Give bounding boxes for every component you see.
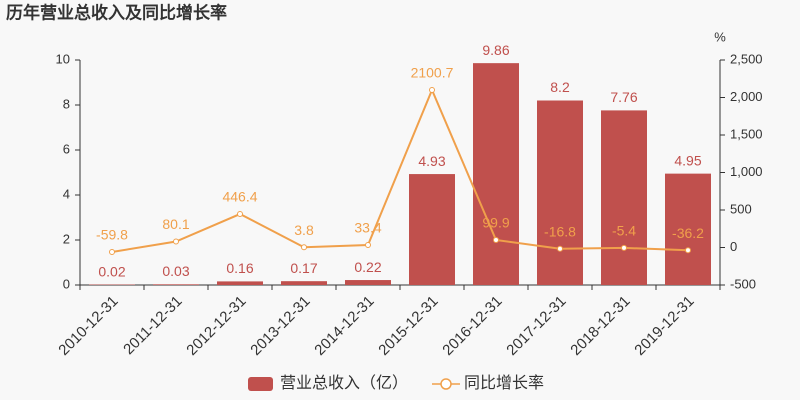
line-point [557,245,563,252]
legend-swatch [248,377,273,391]
y2-tick-label: 2,500 [730,51,763,66]
y-tick-label: 4 [63,186,70,201]
line-point [493,237,499,244]
bar [281,281,327,285]
bar-value-label: 9.86 [482,42,509,58]
legend-label: 同比增长率 [464,374,544,392]
bar-value-label: 0.17 [290,260,317,276]
line-point [685,247,691,254]
line-value-label: 2100.7 [411,65,454,81]
line-point [301,244,307,251]
line-value-label: -5.4 [612,223,636,239]
y2-tick-label: 1,500 [730,126,763,141]
line-value-label: -36.2 [672,225,704,241]
chart-title: 历年营业总收入及同比增长率 [6,2,227,22]
line [111,87,689,253]
line-point [109,248,115,255]
line-value-label: -59.8 [96,227,128,243]
bar [409,174,455,285]
bar [473,63,519,286]
bar-value-label: 0.16 [226,260,253,276]
line-value-label: 3.8 [294,222,314,238]
line-point [173,238,179,245]
y-tick-label: 2 [63,231,70,246]
y2-tick-label: 500 [730,201,752,216]
y2-tick-label: 2,000 [730,89,763,104]
line-point [237,211,243,218]
bar-value-label: 0.02 [98,263,125,279]
bar [537,100,583,285]
bar-value-label: 8.2 [550,79,570,95]
y2-tick-label: 1,000 [730,164,763,179]
line-value-label: 80.1 [162,216,189,232]
y2-tick-label: 0 [730,239,737,254]
bar [601,110,647,286]
line-point [621,244,627,251]
bar-value-label: 0.03 [162,263,189,279]
legend-label: 营业总收入（亿） [280,374,408,392]
y-tick-label: 0 [63,276,70,291]
y-tick-label: 6 [63,141,70,156]
line-value-label: 33.4 [354,220,381,236]
line-point [365,241,371,248]
bar [217,281,263,285]
y-tick-label: 8 [63,96,70,111]
bar [345,280,391,285]
legend-swatch [440,378,452,390]
y2-axis-label: % [714,29,726,44]
line-value-label: -16.8 [544,223,576,239]
bar-value-label: 4.95 [674,152,701,168]
bar [665,173,711,285]
y2-tick-label: -500 [730,276,756,291]
line-value-label: 99.9 [482,215,509,231]
bar [153,284,199,285]
bar-value-label: 0.22 [354,259,381,275]
line-point [429,86,435,93]
line-value-label: 446.4 [222,189,257,205]
y-tick-label: 10 [56,51,70,66]
bar-value-label: 7.76 [610,89,637,105]
bar-value-label: 4.93 [418,153,445,169]
